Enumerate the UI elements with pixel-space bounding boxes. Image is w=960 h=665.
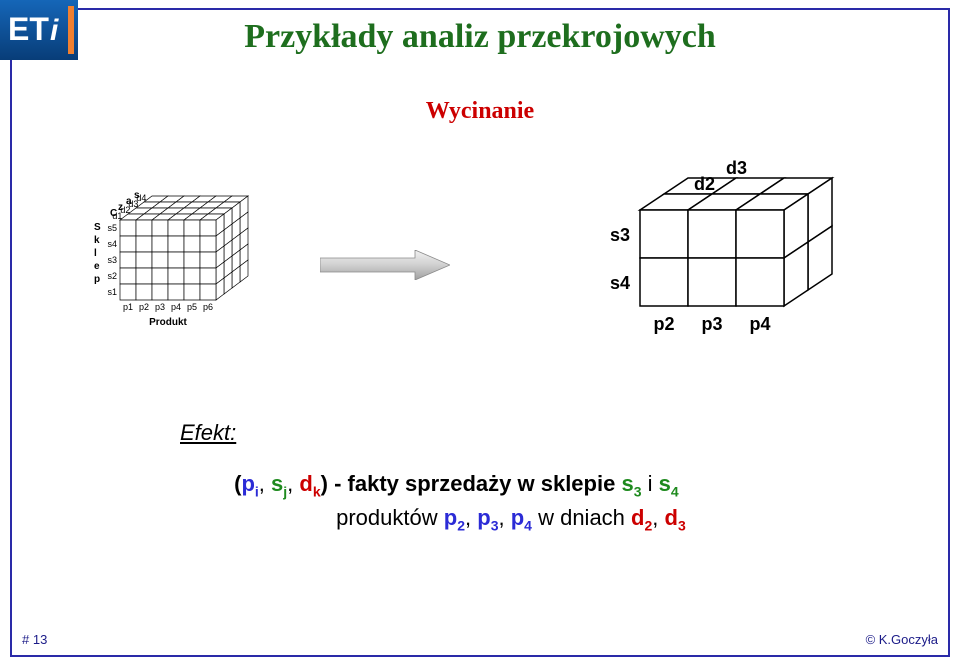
svg-text:p: p (94, 274, 100, 285)
svg-text:s1: s1 (107, 287, 117, 297)
svg-text:s4: s4 (610, 273, 630, 293)
svg-text:p2: p2 (139, 302, 149, 312)
source-cube: s5s4s3s2s1p1p2p3p4p5p6d1d2d3d4SklepCzasP… (80, 180, 280, 360)
svg-text:s3: s3 (107, 255, 117, 265)
svg-text:s2: s2 (107, 271, 117, 281)
svg-text:k: k (94, 235, 100, 246)
arrow-icon (320, 250, 450, 280)
svg-text:p2: p2 (653, 314, 674, 334)
svg-text:C: C (110, 208, 117, 219)
svg-text:s4: s4 (107, 239, 117, 249)
page-subtitle: Wycinanie (0, 98, 960, 125)
effect-line-1: (pi, sj, dk) - fakty sprzedaży w sklepie… (180, 468, 686, 502)
effect-line-2: produktów p2, p3, p4 w dniach d2, d3 (180, 502, 686, 536)
svg-text:p5: p5 (187, 302, 197, 312)
svg-text:S: S (94, 222, 101, 233)
svg-text:d3: d3 (726, 160, 747, 178)
svg-text:p6: p6 (203, 302, 213, 312)
svg-text:z: z (118, 202, 123, 213)
svg-text:s3: s3 (610, 225, 630, 245)
svg-text:p3: p3 (701, 314, 722, 334)
svg-text:p4: p4 (171, 302, 181, 312)
svg-text:e: e (94, 261, 100, 272)
svg-text:s: s (134, 190, 140, 201)
svg-text:s5: s5 (107, 223, 117, 233)
effect-block: Efekt: (pi, sj, dk) - fakty sprzedaży w … (180, 420, 686, 535)
svg-text:Produkt: Produkt (149, 317, 187, 328)
footer-copyright: © K.Goczyła (866, 632, 938, 647)
result-cube: p2 p3 p4 s3 s4 d2 d3 (600, 160, 860, 360)
effect-label: Efekt: (180, 420, 686, 446)
page-title: Przykłady analiz przekrojowych (0, 18, 960, 56)
svg-text:d2: d2 (694, 174, 715, 194)
svg-text:p3: p3 (155, 302, 165, 312)
footer-page-number: # 13 (22, 632, 47, 647)
svg-text:p1: p1 (123, 302, 133, 312)
svg-text:l: l (94, 248, 97, 259)
svg-text:p4: p4 (749, 314, 770, 334)
svg-text:a: a (126, 196, 132, 207)
